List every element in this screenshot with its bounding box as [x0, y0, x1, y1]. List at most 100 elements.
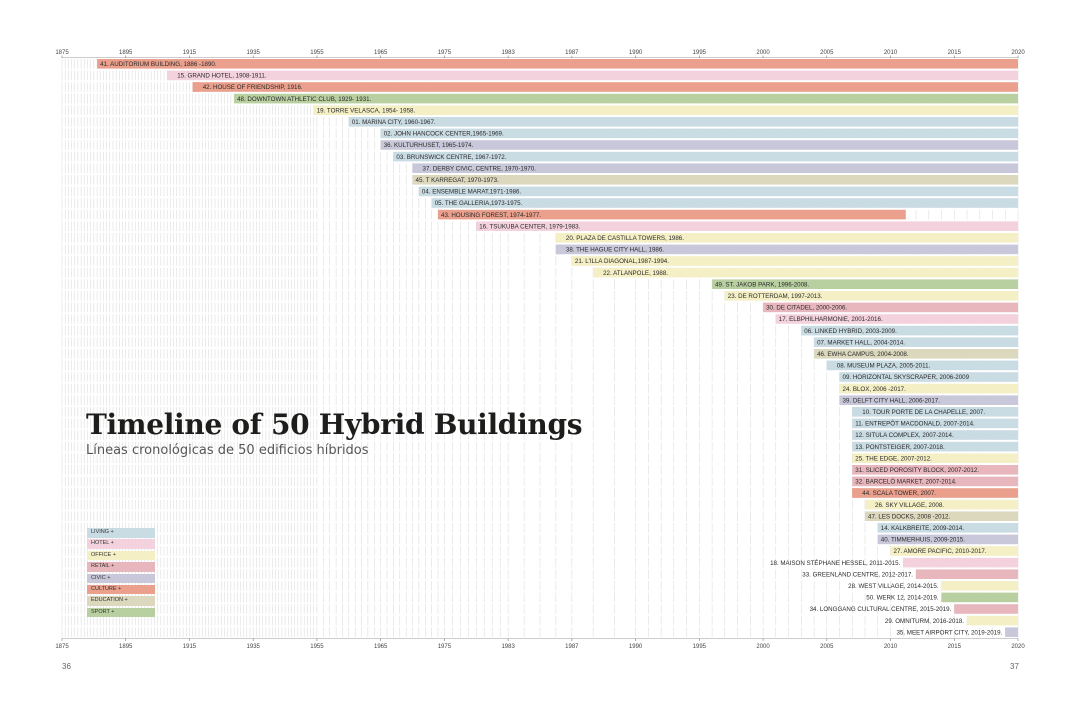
bar-label: 08. MUSEUM PLAZA, 2005-2011. — [837, 363, 931, 370]
timeline-bar — [555, 233, 1018, 243]
timeline-bar — [431, 198, 1018, 208]
x-tick-label-top: 1875 — [55, 50, 69, 56]
x-tick-label-top: 1915 — [183, 50, 197, 56]
start-marker — [412, 163, 420, 173]
page-number-left: 36 — [62, 662, 71, 671]
start-marker — [555, 233, 563, 243]
x-tick-label-bottom: 2015 — [948, 644, 962, 650]
legend-item-culture: CULTURE + — [87, 584, 155, 595]
page-number-right: 37 — [1010, 662, 1019, 671]
bar-label: 49. ST. JAKOB PARK, 1996-2008. — [715, 281, 809, 288]
x-tick-label-bottom: 1995 — [693, 644, 707, 650]
x-tick-label-bottom: 2000 — [756, 644, 770, 650]
start-marker — [167, 70, 175, 81]
bar-label: 11. ENTREPÔT MACDONALD, 2007-2014. — [855, 421, 975, 428]
bar-label: 42. HOUSE OF FRIENDSHIP, 1916. — [203, 84, 303, 91]
x-tick-label-bottom: 2010 — [884, 644, 898, 650]
legend-item-retail: RETAIL + — [87, 562, 155, 572]
x-tick-label-bottom: 1895 — [119, 644, 133, 650]
bar-label: 12. SITULA COMPLEX, 2007-2014. — [855, 432, 954, 439]
timeline-bar — [852, 465, 1018, 475]
bottom-axis: 1875 1895 1915 1935 1955 1965 1975 1983 1987 1990… — [55, 638, 1025, 650]
bar-label: 20. PLAZA DE CASTILLA TOWERS, 1986. — [566, 235, 684, 242]
top-axis: 1875 1895 1915 1935 1955 1965 1975 1983 1987 1990… — [55, 50, 1025, 58]
x-tick-label-top: 1895 — [119, 50, 133, 56]
start-marker — [852, 407, 860, 417]
legend-item-sport: SPORT + — [87, 607, 155, 618]
timeline-bar — [852, 453, 1018, 463]
bar-label: 13. PONTSTEIGER, 2007-2018. — [855, 444, 945, 451]
x-tick-label-top: 2010 — [884, 50, 898, 56]
timeline-bar — [593, 267, 1018, 278]
bar-label: 36. KULTURHUSET, 1965-1974. — [384, 142, 474, 149]
bar-label: 32. BARCELÓ MARKET, 2007-2014. — [855, 479, 957, 486]
bar-label: 02. JOHN HANCOCK CENTER,1965-1969. — [384, 131, 504, 138]
timeline-bar — [418, 186, 1018, 197]
timeline-bar — [877, 523, 1018, 533]
timeline-bar — [890, 546, 1018, 556]
timeline-bar — [724, 291, 1018, 301]
timeline-bar — [167, 70, 1018, 81]
x-tick-label-bottom: 2005 — [820, 644, 834, 650]
bar-label: 16. TSUKUBA CENTER, 1979-1983. — [479, 223, 580, 230]
start-marker — [852, 488, 860, 498]
bar-label: 34. LONGGANG CULTURAL CENTRE, 2015-2019. — [810, 606, 952, 613]
bar-label: 14. KALKBREITE, 2009-2014. — [881, 525, 965, 532]
bar-label: 04. ENSEMBLE MARAT,1971-1986. — [422, 189, 522, 196]
bar-label: 40. TIMMERHUIS, 2009-2015. — [881, 537, 965, 544]
bar-label: 21. L'ILLA DIAGONAL,1987-1994. — [575, 258, 669, 265]
legend-item-hotel: HOTEL + — [87, 539, 155, 549]
bar-label: 30. DE CITADEL, 2000-2006. — [766, 305, 847, 312]
timeline-bar — [852, 430, 1018, 440]
x-tick-label-bottom: 1975 — [438, 644, 452, 650]
x-tick-label-top: 1935 — [247, 50, 261, 56]
bars — [97, 59, 1019, 637]
legend-item-office: OFFICE + — [87, 550, 155, 561]
timeline-bar — [555, 244, 1018, 255]
x-tick-label-top: 2000 — [756, 50, 770, 56]
bar-label: 39. DELFT CITY HALL, 2006-2017. — [843, 397, 941, 404]
bar-label: 37. DERBY CIVIC, CENTRE, 1970-1970. — [423, 165, 537, 172]
timeline-bar — [763, 302, 1018, 313]
timeline-bar — [839, 383, 1018, 394]
bar-label: 15. GRAND HOTEL, 1908-1911. — [177, 73, 267, 80]
start-marker — [555, 244, 563, 255]
bar-label: 05. THE GALLERIA,1973-1975. — [435, 200, 523, 207]
legend: LIVING + HOTEL + OFFICE + RETAIL + CIVIC… — [87, 528, 155, 619]
row-separators — [62, 57, 1018, 639]
x-tick-label-top: 1955 — [310, 50, 324, 56]
timeline-bar — [852, 476, 1018, 487]
bar-label: 50. WERK 12, 2014-2019. — [866, 595, 939, 602]
legend-item-civic: CIVIC + — [87, 573, 155, 584]
timeline-bar — [941, 592, 1018, 603]
x-tick-label-bottom: 1875 — [55, 644, 69, 650]
timeline-bar — [814, 337, 1018, 347]
bar-label: 47. LES DOCKS, 2008 -2012. — [868, 513, 950, 520]
timeline-bar — [380, 140, 1018, 150]
bar-label: 03. BRUNSWICK CENTRE, 1967-1972. — [396, 154, 506, 161]
start-marker — [865, 499, 872, 510]
x-tick-label-top: 1987 — [565, 50, 579, 56]
bar-label: 48. DOWNTOWN ATHLETIC CLUB, 1929- 1931. — [237, 96, 371, 103]
bar-label: 25. THE EDGE, 2007-2012. — [855, 455, 932, 462]
timeline-bar — [348, 117, 1018, 127]
timeline-bar — [954, 604, 1018, 614]
timeline-bar — [877, 534, 1018, 545]
timeline-bar — [1005, 627, 1018, 637]
timeline-bar — [313, 105, 1018, 115]
timeline-bar — [412, 163, 1018, 173]
timeline-bar — [438, 209, 906, 220]
bar-label: 01. MARINA CITY, 1960-1967. — [352, 119, 436, 126]
x-tick-label-top: 1990 — [629, 50, 643, 56]
legend-item-living: LIVING + — [87, 528, 155, 538]
bar-label: 09. HORIZONTAL SKYSCRAPER, 2006-2009 — [843, 374, 970, 381]
bar-label: 10. TOUR PORTE DE LA CHAPELLE, 2007. — [862, 409, 985, 416]
timeline-bar — [234, 93, 1019, 104]
bar-label: 45. T KARREGAT, 1970-1973. — [416, 177, 500, 184]
bar-label: 29. OMNITURM, 2016-2018. — [885, 618, 964, 625]
bar-label: 35. MEET AIRPORT CITY, 2019-2019. — [896, 629, 1002, 636]
timeline-bar — [865, 511, 1018, 521]
x-tick-label-top: 1975 — [438, 50, 452, 56]
bar-label: 17. ELBPHILHARMONIE, 2001-2016. — [779, 316, 883, 323]
